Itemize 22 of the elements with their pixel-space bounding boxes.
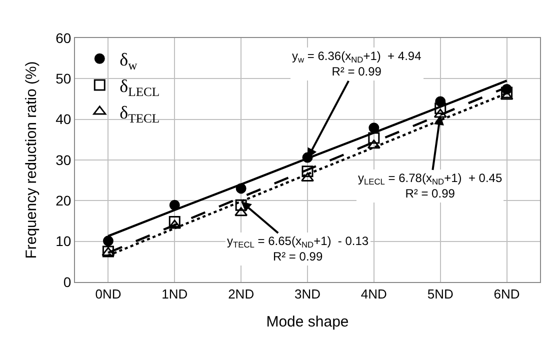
- y-tick-label: 60: [56, 30, 72, 46]
- x-tick-label: 5ND: [427, 286, 454, 302]
- x-tick-label: 0ND: [95, 286, 122, 302]
- y-tick-label: 10: [56, 233, 72, 250]
- annotation: y$_{w}$ = 6.36(x$_{ND}$+1) + 4.94 R² = 0.99: [292, 49, 422, 79]
- y-tick-label: 0: [63, 274, 72, 290]
- legend-label: δ$_{TECL}$: [120, 102, 160, 126]
- x-tick-label: 1ND: [162, 286, 188, 302]
- y-tick-label: 40: [56, 111, 72, 128]
- y-tick-label: 20: [56, 192, 72, 209]
- x-axis-title: Mode shape: [266, 314, 349, 331]
- x-tick-label: 3ND: [294, 286, 321, 302]
- y-tick-label: 30: [56, 152, 72, 168]
- annotation: y$_{TECL}$ = 6.65(x$_{ND}$+1) - 0.13 R² = 0.99: [227, 234, 369, 264]
- x-tick-label: 2ND: [228, 286, 254, 302]
- x-tick-label: 6ND: [494, 286, 520, 302]
- legend-label: δ$_{w}$: [120, 50, 138, 72]
- y-tick-label: 50: [56, 70, 72, 87]
- x-tick-label: 4ND: [360, 286, 387, 302]
- annotation: y$_{LECL}$ = 6.78(x$_{ND}$+1) + 0.45 R² = 0.99: [358, 171, 502, 201]
- legend-label: δ$_{LECL}$: [120, 76, 160, 99]
- y-axis-title: Frequency reduction ratio (%): [22, 61, 40, 259]
